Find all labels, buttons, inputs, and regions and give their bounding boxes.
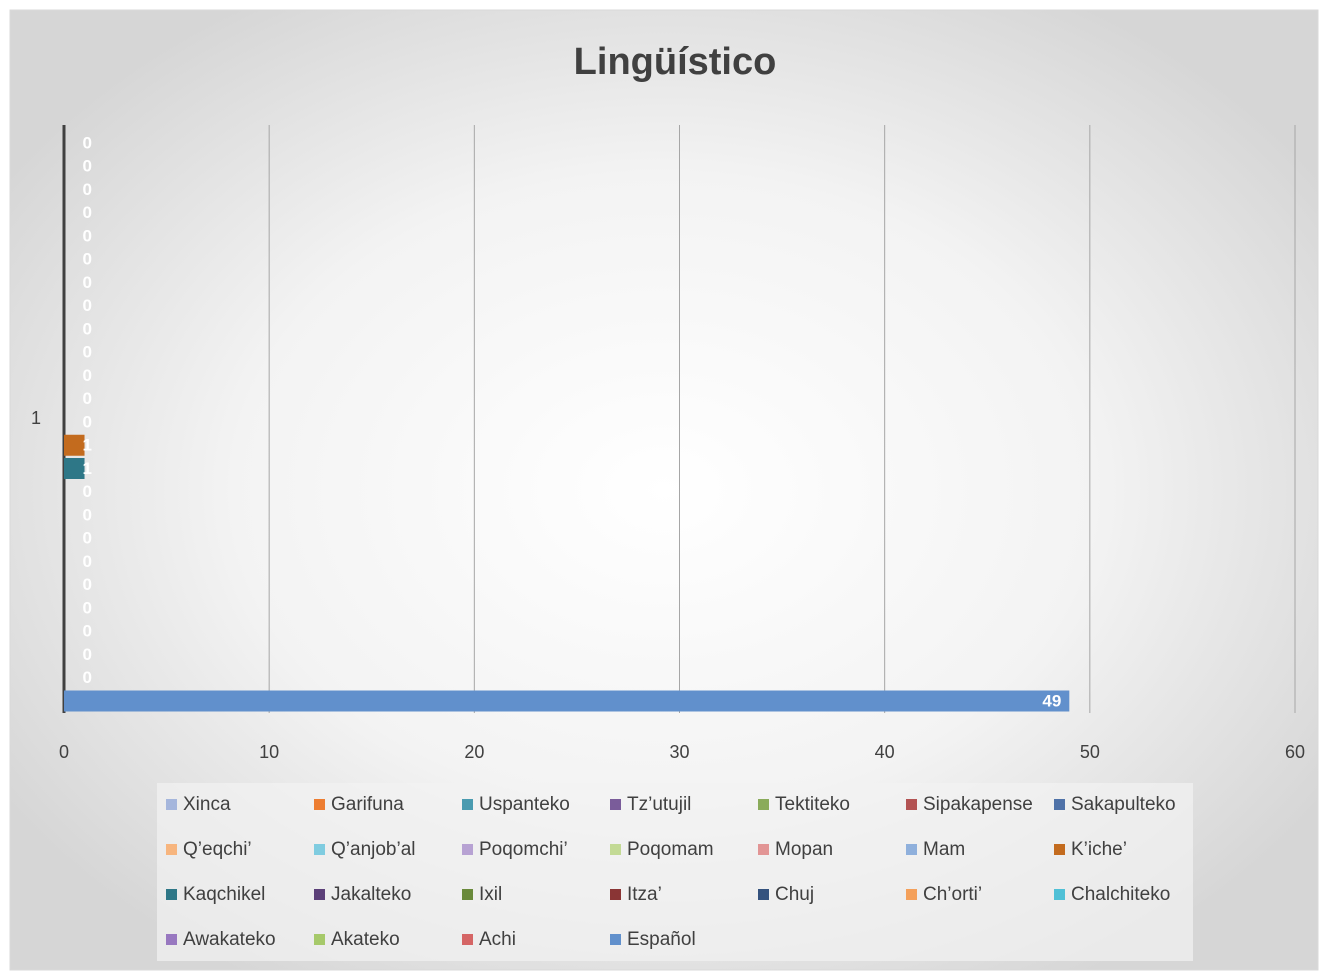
data-label: 0	[83, 133, 92, 152]
legend-swatch	[314, 799, 325, 810]
legend-label: Chalchiteko	[1071, 884, 1170, 905]
data-label: 0	[83, 598, 92, 617]
legend-swatch	[610, 844, 621, 855]
data-label: 0	[83, 668, 92, 687]
legend-label: Achi	[479, 929, 516, 950]
bar	[64, 690, 1070, 712]
chart-title: Lingüístico	[574, 41, 777, 83]
legend-label: K’iche’	[1071, 839, 1127, 860]
y-tick-label: 1	[31, 408, 41, 428]
data-label: 0	[83, 389, 92, 408]
legend-swatch	[906, 799, 917, 810]
bar	[64, 434, 85, 456]
legend-swatch	[462, 799, 473, 810]
data-label: 0	[83, 296, 92, 315]
legend-label: Tektiteko	[775, 794, 850, 815]
legend-swatch	[462, 934, 473, 945]
legend-swatch	[166, 844, 177, 855]
data-label: 0	[83, 482, 92, 501]
data-label: 0	[83, 552, 92, 571]
data-label: 0	[83, 203, 92, 222]
legend-label: Akateko	[331, 929, 400, 950]
legend-swatch	[1054, 799, 1065, 810]
legend-label: Poqomchi’	[479, 839, 568, 860]
data-label: 0	[83, 622, 92, 641]
legend-label: Garifuna	[331, 794, 404, 815]
legend-swatch	[758, 844, 769, 855]
legend-label: Mam	[923, 839, 965, 860]
data-label: 0	[83, 645, 92, 664]
data-label: 0	[83, 505, 92, 524]
legend-label: Sakapulteko	[1071, 794, 1176, 815]
legend-label: Uspanteko	[479, 794, 570, 815]
x-tick-label: 50	[1080, 742, 1100, 762]
legend-label: Q’anjob’al	[331, 839, 416, 860]
legend-swatch	[1054, 844, 1065, 855]
legend-swatch	[610, 934, 621, 945]
data-label: 0	[83, 366, 92, 385]
legend-swatch	[1054, 889, 1065, 900]
data-label: 0	[83, 226, 92, 245]
legend-label: Ch’orti’	[923, 884, 982, 905]
legend-label: Español	[627, 929, 696, 950]
legend-swatch	[314, 934, 325, 945]
data-label: 0	[83, 157, 92, 176]
data-label: 0	[83, 575, 92, 594]
legend-label: Kaqchikel	[183, 884, 265, 905]
legend-swatch	[758, 799, 769, 810]
legend-box	[157, 783, 1193, 961]
legend-label: Jakalteko	[331, 884, 411, 905]
legend-swatch	[610, 799, 621, 810]
data-label: 0	[83, 319, 92, 338]
x-tick-label: 30	[669, 742, 689, 762]
legend-label: Xinca	[183, 794, 231, 815]
data-label: 1	[83, 436, 92, 455]
data-label: 49	[1042, 691, 1061, 710]
data-label: 0	[83, 412, 92, 431]
legend-label: Mopan	[775, 839, 833, 860]
legend-swatch	[906, 889, 917, 900]
x-tick-label: 60	[1285, 742, 1305, 762]
legend-label: Q’eqchi’	[183, 839, 252, 860]
legend-swatch	[906, 844, 917, 855]
legend-label: Chuj	[775, 884, 814, 905]
x-tick-label: 0	[59, 742, 69, 762]
x-tick-label: 40	[875, 742, 895, 762]
legend-swatch	[758, 889, 769, 900]
x-tick-label: 10	[259, 742, 279, 762]
legend-label: Awakateko	[183, 929, 276, 950]
data-label: 1	[83, 459, 92, 478]
legend-label: Itza’	[627, 884, 662, 905]
legend-label: Poqomam	[627, 839, 714, 860]
legend-swatch	[166, 934, 177, 945]
legend-label: Tz’utujil	[627, 794, 691, 815]
data-label: 0	[83, 180, 92, 199]
data-label: 0	[83, 250, 92, 269]
legend-swatch	[314, 889, 325, 900]
legend-label: Sipakapense	[923, 794, 1033, 815]
legend-swatch	[462, 889, 473, 900]
legend-swatch	[166, 889, 177, 900]
legend-label: Ixil	[479, 884, 502, 905]
legend-swatch	[610, 889, 621, 900]
data-label: 0	[83, 343, 92, 362]
data-label: 0	[83, 529, 92, 548]
x-tick-label: 20	[464, 742, 484, 762]
bar	[64, 458, 85, 479]
legend-swatch	[314, 844, 325, 855]
legend-swatch	[462, 844, 473, 855]
legend-swatch	[166, 799, 177, 810]
data-label: 0	[83, 273, 92, 292]
